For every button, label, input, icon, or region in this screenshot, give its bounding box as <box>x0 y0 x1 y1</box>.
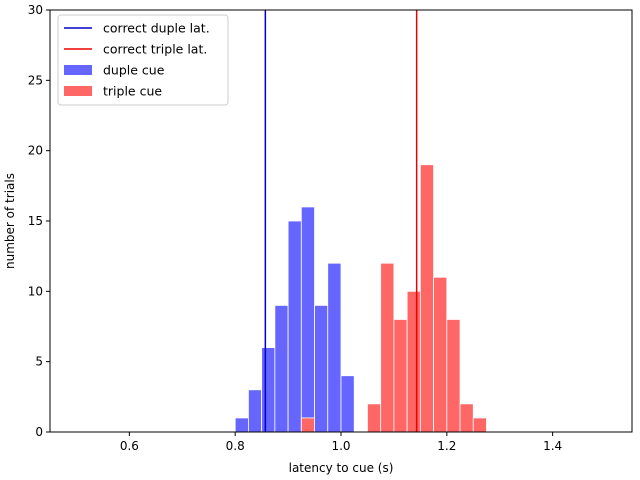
x-axis: 0.6 0.8 1.0 1.2 1.4 <box>120 432 562 453</box>
x-tick-label: 0.8 <box>226 439 245 453</box>
x-tick-label: 1.0 <box>331 439 350 453</box>
vlines-layer <box>264 10 418 432</box>
bar-triple-9 <box>472 417 487 433</box>
bar-duple-7 <box>327 262 342 433</box>
y-tick-label: 10 <box>28 284 43 298</box>
x-tick-label: 1.4 <box>543 439 562 453</box>
bar-duple-3 <box>274 304 289 433</box>
x-tick-label: 1.2 <box>437 439 456 453</box>
legend-label-duple-line: correct duple lat. <box>103 21 210 36</box>
legend-box <box>57 14 229 106</box>
bar-triple-5 <box>419 164 434 433</box>
bar-duple-2 <box>261 347 276 433</box>
y-tick-label: 30 <box>28 3 43 17</box>
bar-duple-6 <box>314 304 329 433</box>
bar-duple-4 <box>287 220 302 433</box>
bar-duple-0 <box>234 417 249 433</box>
bar-triple-6 <box>433 276 448 433</box>
bar-triple-0 <box>300 417 315 433</box>
legend-label-triple-cue: triple cue <box>103 84 162 99</box>
legend: correct duple lat. correct triple lat. d… <box>57 14 229 106</box>
y-tick-label: 0 <box>35 425 43 439</box>
bar-duple-8 <box>340 375 355 433</box>
bar-duple-5 <box>300 206 315 433</box>
y-axis-label: number of trials <box>3 173 17 269</box>
bar-triple-7 <box>446 319 461 433</box>
x-tick-label: 0.6 <box>120 439 139 453</box>
y-axis: 0 5 10 15 20 25 30 <box>28 3 50 439</box>
y-tick-label: 20 <box>28 144 43 158</box>
bars-layer <box>234 164 487 433</box>
y-tick-label: 5 <box>35 355 43 369</box>
bar-triple-3 <box>393 319 408 433</box>
bar-triple-8 <box>459 403 474 433</box>
x-axis-label: latency to cue (s) <box>289 461 394 475</box>
bar-triple-1 <box>367 403 382 433</box>
y-tick-label: 25 <box>28 73 43 87</box>
bar-triple-2 <box>380 262 395 433</box>
legend-swatch-duple-cue <box>64 65 92 75</box>
legend-label-duple-cue: duple cue <box>103 63 165 78</box>
legend-swatch-triple-cue <box>64 86 92 96</box>
bar-duple-1 <box>248 389 263 433</box>
bar-triple-4 <box>406 290 421 433</box>
legend-label-triple-line: correct triple lat. <box>103 42 207 57</box>
y-tick-label: 15 <box>28 214 43 228</box>
